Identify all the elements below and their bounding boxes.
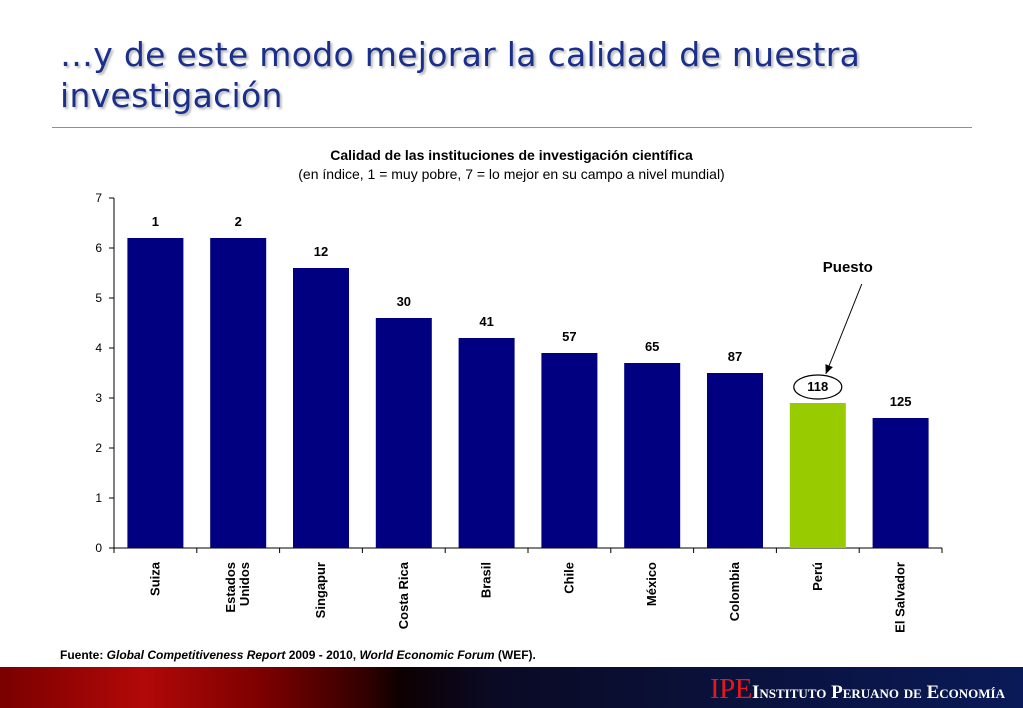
x-category-label: Brasil: [479, 562, 494, 598]
source-report: Global Competitiveness Report: [106, 648, 286, 662]
data-label: 118: [807, 379, 828, 394]
bar: [707, 373, 763, 548]
data-label: 30: [397, 294, 411, 309]
bar: [127, 238, 184, 548]
x-category-text: Perú: [810, 562, 825, 591]
annotation-arrow: [825, 283, 863, 375]
source-note: Fuente: Global Competitiveness Report 20…: [60, 648, 536, 662]
y-tick-label: 6: [95, 241, 102, 255]
ipe-logo: IPEInstituto Peruano de Economía: [710, 673, 1005, 706]
bar: [210, 238, 267, 548]
source-years: 2009 - 2010,: [285, 648, 360, 662]
source-suffix: (WEF).: [494, 648, 536, 662]
x-category-label: Chile: [561, 562, 576, 594]
x-category-text: Suiza: [147, 561, 162, 596]
bar: [789, 403, 846, 548]
x-category-label: Costa Rica: [396, 561, 411, 629]
data-label: 87: [728, 349, 742, 364]
x-category-label: Estados Unidos: [223, 562, 252, 613]
data-label: 41: [479, 314, 493, 329]
x-category-text: Singapur: [313, 562, 328, 618]
bar: [624, 363, 681, 548]
data-label: 1: [152, 214, 159, 229]
source-prefix: Fuente:: [60, 648, 107, 662]
y-tick-label: 1: [95, 491, 102, 505]
x-category-label: El Salvador: [893, 562, 908, 633]
x-category-text: Colombia: [727, 561, 742, 621]
x-category-text: Chile: [561, 562, 576, 594]
y-tick-label: 3: [95, 391, 102, 405]
data-label: 2: [235, 214, 242, 229]
x-category-label: Singapur: [313, 562, 328, 618]
bar: [293, 268, 349, 548]
x-category-text: El Salvador: [893, 562, 908, 633]
logo-mark: IPE: [710, 673, 753, 705]
y-tick-label: 0: [95, 541, 102, 555]
y-tick-label: 7: [95, 191, 102, 205]
x-category-text: México: [644, 562, 659, 606]
slide-title: …y de este modo mejorar la calidad de nu…: [60, 35, 861, 115]
x-category-label: Suiza: [147, 561, 162, 596]
chart-title: Calidad de las instituciones de investig…: [330, 147, 693, 163]
data-label: 65: [645, 339, 659, 354]
x-category-text: Unidos: [237, 562, 252, 606]
highlight-circle: [793, 374, 843, 400]
bar: [541, 353, 598, 548]
bar: [375, 318, 432, 548]
x-category-text: Brasil: [479, 562, 494, 598]
annotation-label: Puesto: [823, 259, 873, 276]
title-divider: [52, 127, 972, 128]
institution-name: Instituto Peruano de Economía: [752, 682, 1005, 703]
bar: [872, 418, 929, 548]
y-tick-label: 5: [95, 291, 102, 305]
bar: [458, 338, 515, 548]
x-category-label: México: [644, 562, 659, 606]
data-label: 125: [890, 394, 912, 409]
data-label: 12: [314, 244, 328, 259]
x-category-text: Costa Rica: [396, 561, 411, 629]
data-label: 57: [562, 329, 576, 344]
x-category-label: Colombia: [727, 561, 742, 621]
annotation-arrowhead: [825, 364, 833, 374]
x-category-label: Perú: [810, 562, 825, 591]
chart-subtitle: (en índice, 1 = muy pobre, 7 = lo mejor …: [298, 166, 725, 182]
source-org: World Economic Forum: [359, 648, 495, 662]
footer-bar: IPEInstituto Peruano de Economía: [0, 667, 1023, 708]
x-category-text: Estados: [223, 562, 238, 613]
y-tick-label: 4: [95, 341, 102, 355]
y-tick-label: 2: [95, 441, 102, 455]
